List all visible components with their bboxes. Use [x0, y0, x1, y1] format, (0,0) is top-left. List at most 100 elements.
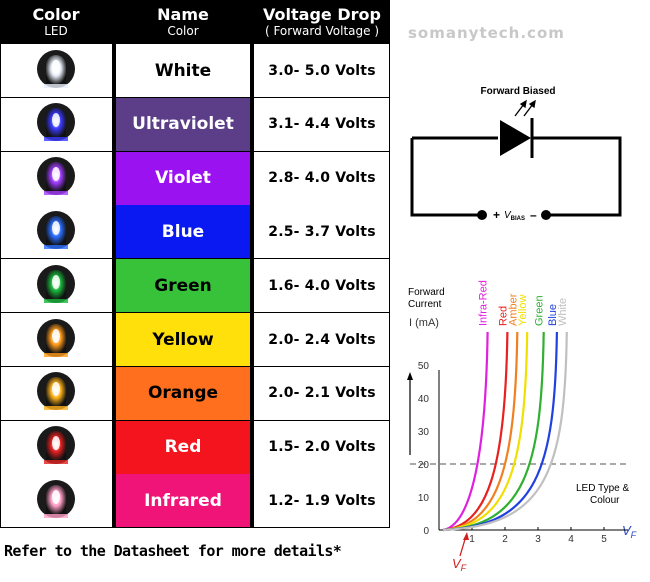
- vf-marker-main: V: [452, 556, 462, 571]
- light-emission-icon: [514, 99, 536, 117]
- voltage-cell: 1.5- 2.0 Volts: [254, 420, 390, 474]
- y-tick-label: 50: [418, 361, 430, 372]
- iv-curve-infra-red: [442, 331, 489, 532]
- voltage-cell: 2.0- 2.4 Volts: [254, 313, 390, 366]
- column-divider: [250, 0, 254, 528]
- vbias-sub: BIAS: [511, 216, 525, 222]
- column-divider: [112, 0, 116, 528]
- led-image-cell: [0, 259, 112, 313]
- row-divider: [0, 204, 390, 206]
- table-row: Red 1.5- 2.0 Volts: [0, 420, 390, 474]
- y-tick-label: 0: [423, 526, 429, 537]
- y-tick-label: 40: [418, 394, 430, 405]
- row-divider: [0, 366, 390, 367]
- header-name: Name Color: [116, 0, 250, 44]
- led-bulb-icon: [37, 264, 75, 303]
- led-color-table: Color LED Name Color Voltage Drop ( Forw…: [0, 0, 390, 529]
- x-tick-label: 3: [535, 534, 541, 545]
- y-tick-label: 10: [418, 493, 430, 504]
- plus-sign: +: [493, 208, 500, 222]
- led-bulb-icon: [37, 49, 75, 88]
- led-image-cell: [0, 474, 112, 528]
- circuit-label: Forward Biased: [480, 86, 555, 97]
- series-label: Amber: [507, 293, 519, 326]
- circuit-wire: [410, 136, 622, 217]
- header-color: Color LED: [0, 0, 112, 44]
- vf-marker-sub: F: [461, 563, 467, 573]
- table-row: Infrared 1.2- 1.9 Volts: [0, 474, 390, 528]
- led-bulb-icon: [37, 157, 75, 196]
- series-label: White: [557, 298, 569, 326]
- header-color-sub: LED: [44, 24, 68, 38]
- minus-sign: –: [530, 208, 537, 222]
- series-label: Yellow: [517, 295, 529, 326]
- series-label: Red: [497, 306, 509, 326]
- iv-curve-blue: [442, 331, 558, 532]
- forward-bias-circuit: Forward Biased + – VBIAS: [410, 86, 622, 222]
- color-name-cell: Violet: [116, 151, 250, 205]
- header-name-title: Name: [157, 5, 209, 24]
- color-name-cell: Blue: [116, 205, 250, 259]
- datasheet-note: Refer to the Datasheet for more details*: [4, 542, 342, 560]
- table-row: Yellow 2.0- 2.4 Volts: [0, 313, 390, 366]
- table-row: Violet 2.8- 4.0 Volts: [0, 151, 390, 205]
- color-name-cell: Green: [116, 259, 250, 313]
- color-name-cell: Orange: [116, 366, 250, 420]
- series-label: Infra-Red: [478, 280, 490, 326]
- led-image-cell: [0, 366, 112, 420]
- vf-marker-arrowhead: [463, 532, 469, 540]
- led-bulb-icon: [37, 318, 75, 357]
- led-image-cell: [0, 313, 112, 366]
- iv-curve-graph: Forward Current I (mA) LED Type & Colour…: [407, 280, 637, 573]
- x-axis-label: VF: [622, 523, 637, 540]
- iv-curve-white: [442, 331, 568, 532]
- color-name-cell: White: [116, 44, 250, 97]
- table-row: Blue 2.5- 3.7 Volts: [0, 205, 390, 259]
- row-divider: [0, 312, 390, 314]
- row-divider: [0, 97, 390, 98]
- row-divider: [0, 527, 390, 529]
- y-axis-label-line2: Current: [408, 299, 442, 310]
- header-color-title: Color: [32, 5, 80, 24]
- y-axis-unit: I (mA): [409, 317, 439, 329]
- y-axis-label-line1: Forward: [408, 287, 445, 298]
- vbias-main: V: [504, 210, 512, 221]
- led-image-cell: [0, 151, 112, 205]
- x-tick-label: 4: [568, 534, 574, 545]
- legend-label-line2: Colour: [590, 495, 620, 506]
- voltage-cell: 2.8- 4.0 Volts: [254, 151, 390, 205]
- watermark: somanytech.com: [408, 24, 565, 42]
- table-row: Orange 2.0- 2.1 Volts: [0, 366, 390, 420]
- voltage-cell: 2.5- 3.7 Volts: [254, 205, 390, 259]
- table-row: Ultraviolet 3.1- 4.4 Volts: [0, 97, 390, 151]
- x-tick-label: 1: [469, 534, 475, 545]
- voltage-cell: 1.2- 1.9 Volts: [254, 474, 390, 528]
- x-tick-label: 2: [502, 534, 508, 545]
- vf-marker-label: VF: [452, 556, 467, 573]
- color-name-cell: Ultraviolet: [116, 97, 250, 151]
- y-tick-label: 20: [418, 460, 430, 471]
- series-label: Green: [534, 295, 546, 326]
- legend-label-line1: LED Type &: [576, 483, 630, 494]
- header-voltage-title: Voltage Drop: [263, 5, 381, 24]
- vbias-label: VBIAS: [504, 210, 525, 222]
- row-divider: [0, 473, 390, 475]
- color-name-cell: Red: [116, 420, 250, 474]
- led-bulb-icon: [37, 426, 75, 465]
- led-image-cell: [0, 205, 112, 259]
- led-bulb-icon: [37, 103, 75, 142]
- table-row: Green 1.6- 4.0 Volts: [0, 259, 390, 313]
- voltage-cell: 3.0- 5.0 Volts: [254, 44, 390, 97]
- led-image-cell: [0, 44, 112, 97]
- x-tick-label: 5: [601, 534, 607, 545]
- iv-curve-yellow: [442, 331, 529, 532]
- series-label: Blue: [547, 304, 559, 326]
- header-voltage: Voltage Drop ( Forward Voltage ): [254, 0, 390, 44]
- terminal-positive: [477, 210, 487, 220]
- y-axis-arrowhead: [407, 372, 413, 380]
- table-row: White 3.0- 5.0 Volts: [0, 44, 390, 97]
- x-axis-label-sub: F: [631, 530, 637, 540]
- led-bulb-icon: [37, 372, 75, 411]
- color-name-cell: Yellow: [116, 313, 250, 366]
- voltage-cell: 2.0- 2.1 Volts: [254, 366, 390, 420]
